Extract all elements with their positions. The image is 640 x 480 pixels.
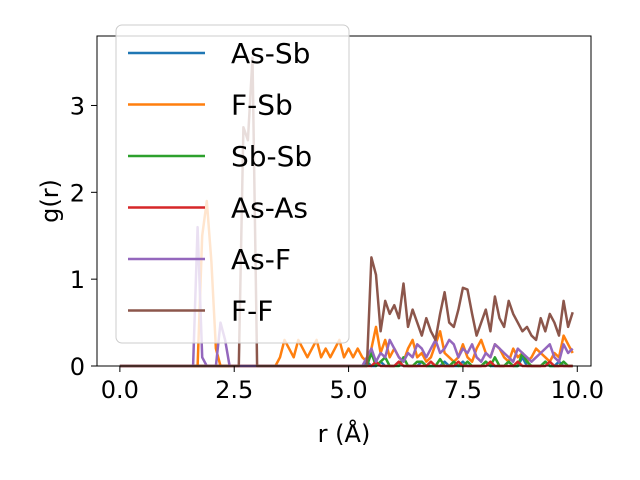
x-tick-label: 2.5	[215, 376, 253, 404]
x-axis-label: r (Å)	[318, 419, 371, 448]
axis-ticks: 0.0 2.5 5.0 7.5 10.0 0 1 2 3	[70, 92, 604, 404]
x-tick-label: 10.0	[551, 376, 604, 404]
y-tick-label: 3	[70, 92, 85, 120]
legend-label: As-Sb	[231, 37, 310, 70]
x-tick-label: 5.0	[329, 376, 367, 404]
legend-label: As-As	[231, 192, 308, 225]
legend: As-Sb F-Sb Sb-Sb As-As As-F F-F	[115, 24, 350, 344]
legend-label: F-Sb	[231, 89, 293, 122]
y-axis-label: g(r)	[36, 179, 64, 223]
y-tick-label: 0	[70, 353, 85, 381]
legend-label: Sb-Sb	[231, 140, 312, 173]
x-tick-label: 0.0	[101, 376, 139, 404]
legend-label: F-F	[231, 295, 273, 328]
x-tick-label: 7.5	[444, 376, 482, 404]
y-tick-label: 1	[70, 266, 85, 294]
y-tick-label: 2	[70, 179, 85, 207]
legend-label: As-F	[231, 243, 291, 276]
